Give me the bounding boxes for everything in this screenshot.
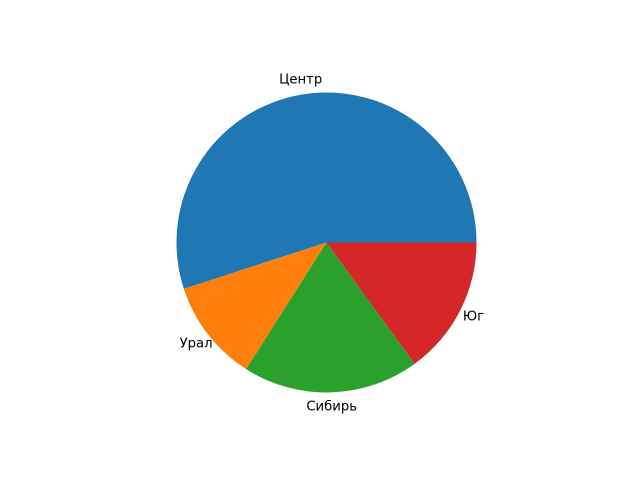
pie-slice-2[interactable] [183, 242, 327, 370]
pie-slice-3[interactable] [246, 242, 415, 393]
pie-slice-label-1: Центр [279, 71, 323, 87]
pie-slice-label-3: Сибирь [306, 399, 357, 415]
pie-slice-1[interactable] [176, 92, 477, 289]
pie-slice-4[interactable] [326, 242, 477, 364]
pie-slice-group [176, 92, 477, 393]
pie-slice-label-2: Урал [179, 336, 213, 352]
pie-slice-label-4: Юг [462, 309, 485, 325]
